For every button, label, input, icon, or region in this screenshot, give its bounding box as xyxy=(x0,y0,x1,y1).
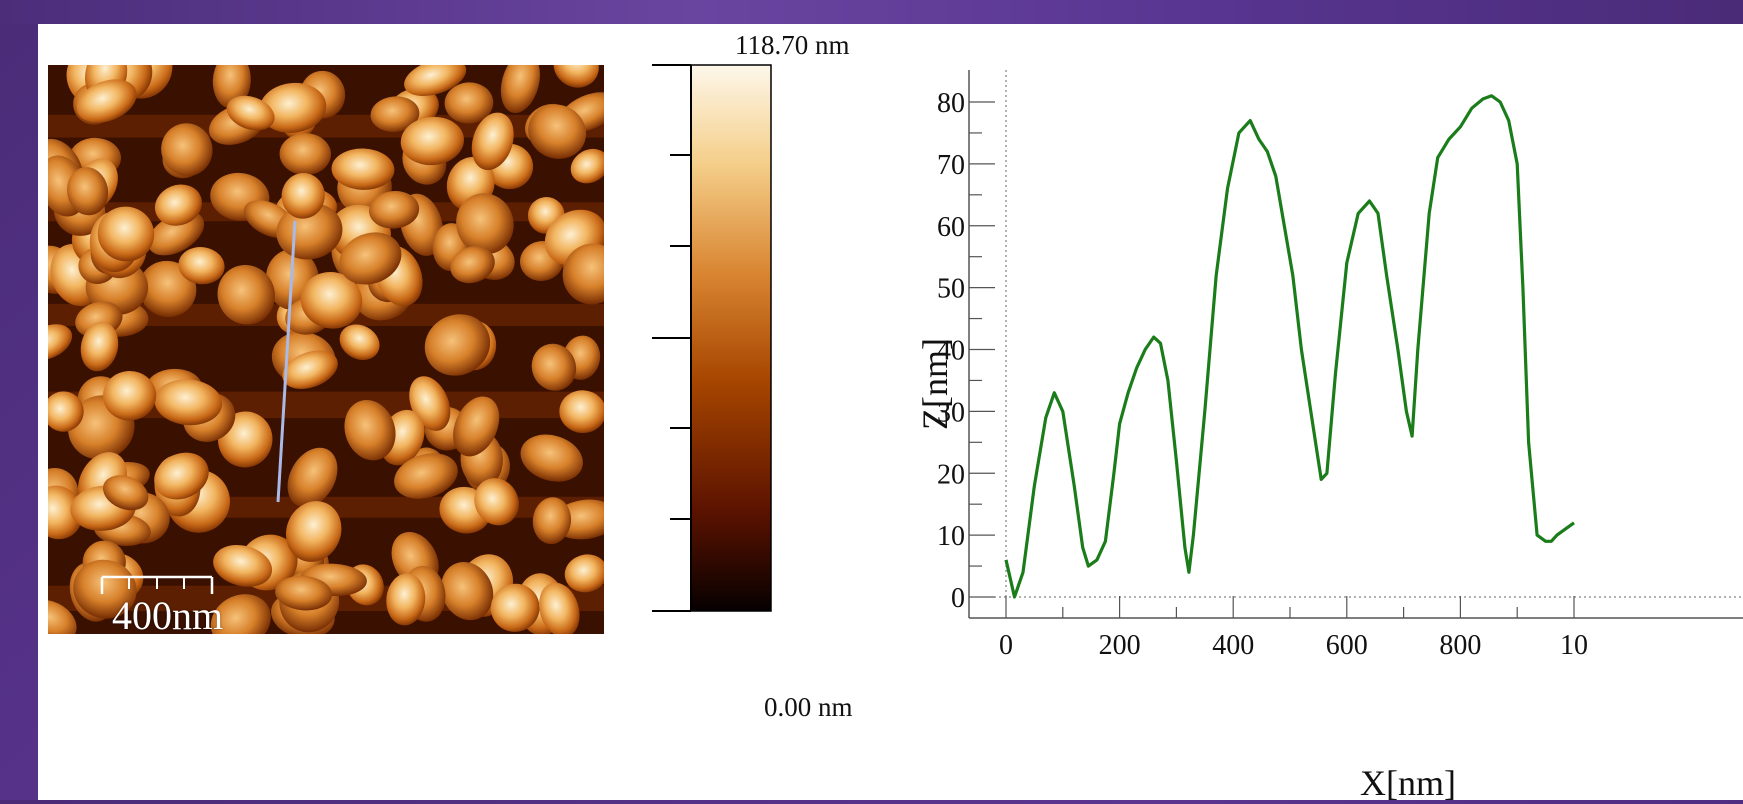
afm-grain xyxy=(570,148,604,184)
afm-grain xyxy=(474,478,519,526)
afm-grain xyxy=(138,260,197,317)
series-height-profile xyxy=(1004,94,1575,599)
afm-grain xyxy=(490,583,540,632)
y-tick-label: 60 xyxy=(937,212,965,243)
afm-grain xyxy=(344,400,396,461)
afm-grain xyxy=(562,243,604,305)
afm-grain xyxy=(226,95,275,131)
afm-grain xyxy=(212,65,251,109)
afm-grain xyxy=(564,554,604,593)
y-tick-label: 10 xyxy=(937,521,965,552)
afm-grain xyxy=(520,434,583,482)
afm-grain xyxy=(370,96,420,132)
afm-grain xyxy=(154,452,209,500)
x-tick-label: 200 xyxy=(1099,630,1141,661)
afm-grains xyxy=(48,65,604,634)
x-tick-label: 600 xyxy=(1326,630,1368,661)
afm-grain xyxy=(471,112,514,171)
y-tick-label: 0 xyxy=(951,583,965,614)
afm-grain xyxy=(456,193,514,255)
afm-grain xyxy=(48,485,83,540)
chart-axes xyxy=(968,70,1743,619)
x-tick-label: 800 xyxy=(1439,630,1481,661)
afm-grain xyxy=(394,453,458,499)
afm-grain xyxy=(102,370,157,421)
afm-grain xyxy=(386,573,426,626)
afm-grain xyxy=(259,82,327,133)
afm-grain xyxy=(48,324,73,361)
afm-grain xyxy=(339,232,402,285)
afm-image xyxy=(48,65,604,634)
y-tick-label: 20 xyxy=(937,459,965,490)
afm-grain xyxy=(453,396,500,457)
scale-bar xyxy=(100,575,214,594)
afm-grain xyxy=(275,575,333,611)
afm-grain xyxy=(285,501,342,562)
afm-grain xyxy=(287,447,338,508)
afm-grain xyxy=(102,475,149,511)
afm-grain xyxy=(331,148,395,190)
afm-grain xyxy=(178,247,225,285)
afm-grain xyxy=(73,559,137,619)
afm-grain xyxy=(500,65,540,114)
afm-grain xyxy=(48,599,77,634)
y-tick-label: 50 xyxy=(937,274,965,305)
figure-panel: 118.70 nm 0.00 nm 400nm 0 10 20 30 40 50 60 70 8… xyxy=(38,24,1743,803)
afm-grain xyxy=(80,321,119,372)
afm-grain xyxy=(444,82,494,124)
slide-header-strip xyxy=(0,0,1743,24)
afm-grain xyxy=(553,65,599,88)
x-axis-label: X[nm] xyxy=(1360,763,1456,803)
afm-grain xyxy=(76,79,137,123)
afm-grain xyxy=(368,191,420,229)
afm-grain xyxy=(154,184,202,226)
afm-grain xyxy=(559,390,604,434)
x-tick-label: 0 xyxy=(999,630,1013,661)
y-tick-label: 80 xyxy=(937,88,965,119)
afm-topography-figure xyxy=(48,64,772,634)
afm-grain xyxy=(282,350,338,389)
afm-grain xyxy=(48,391,84,432)
afm-grain xyxy=(528,104,587,159)
x-tick-label: 400 xyxy=(1212,630,1254,661)
y-tick-label: 30 xyxy=(937,397,965,428)
afm-grain xyxy=(424,314,491,376)
color-bar-gradient xyxy=(690,64,772,612)
y-axis-label: Z[nm] xyxy=(915,338,955,430)
afm-grain xyxy=(97,206,155,262)
color-bar xyxy=(652,64,772,612)
afm-grain xyxy=(213,545,273,587)
afm-grain xyxy=(67,167,109,216)
scale-bar-label: 400nm xyxy=(112,593,224,638)
afm-grain xyxy=(400,116,465,166)
afm-grain xyxy=(154,379,223,426)
y-tick-label: 40 xyxy=(937,336,965,367)
afm-grain xyxy=(532,497,572,545)
afm-grain xyxy=(217,264,275,325)
color-bar-max-label: 118.70 nm xyxy=(735,30,850,60)
color-bar-min-label: 0.00 nm xyxy=(764,692,853,722)
afm-grain xyxy=(300,271,363,329)
afm-grain xyxy=(281,173,325,219)
afm-grain xyxy=(450,246,495,284)
afm-grain xyxy=(531,343,577,391)
x-tick-label: 10 xyxy=(1560,630,1588,661)
afm-grain xyxy=(339,324,380,361)
afm-grain xyxy=(441,562,494,621)
profile-line-marker xyxy=(276,220,297,503)
afm-grain xyxy=(161,123,213,177)
afm-grain xyxy=(210,594,271,634)
afm-grain xyxy=(279,133,332,176)
afm-grain xyxy=(404,65,467,96)
afm-grain xyxy=(147,211,205,256)
y-tick-label: 70 xyxy=(937,150,965,181)
afm-grain xyxy=(539,582,580,634)
